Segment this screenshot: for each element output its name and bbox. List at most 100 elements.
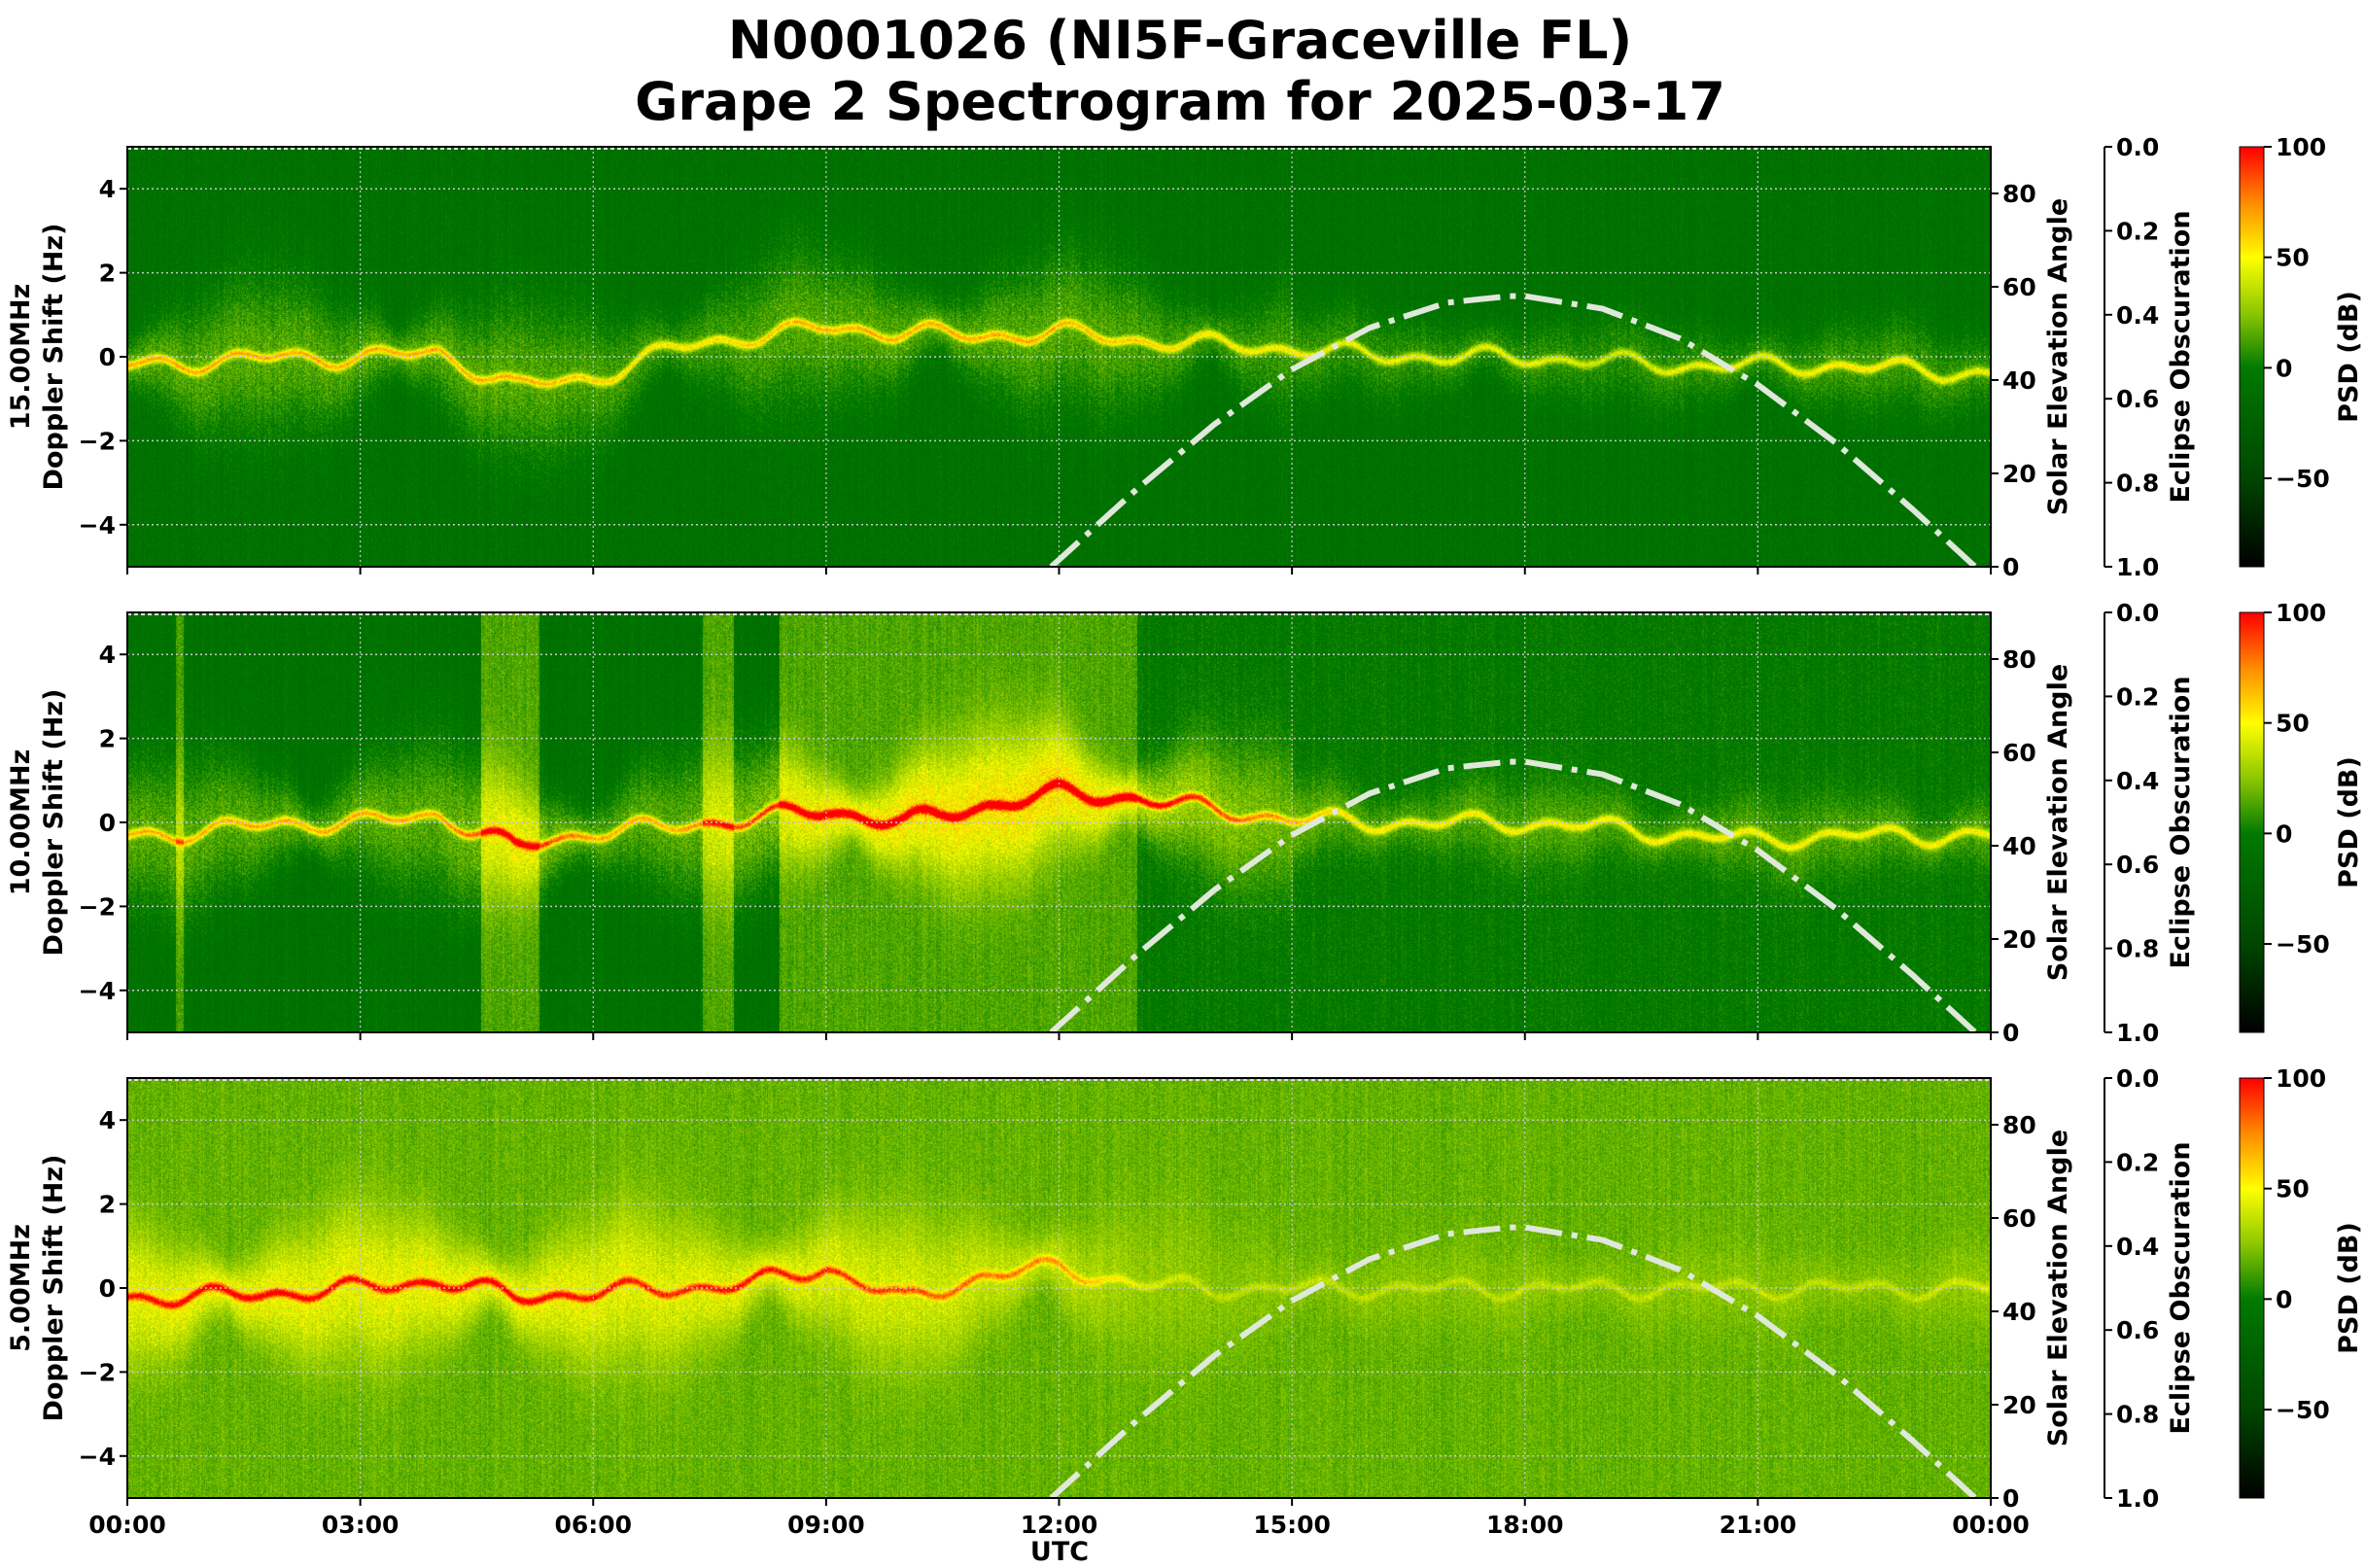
solar-tick-label: 0 xyxy=(2002,553,2019,581)
solar-tick-label: 20 xyxy=(2002,1391,2036,1419)
solar-tick-label: 0 xyxy=(2002,1019,2019,1047)
solar-elevation-curve xyxy=(1049,758,1978,1035)
obscuration-tick-label: 0.0 xyxy=(2116,599,2159,627)
solar-elevation-axis-label: Solar Elevation Angle xyxy=(2043,664,2073,981)
x-tick-label: 09:00 xyxy=(787,1511,865,1539)
colorbar-label: PSD (dB) xyxy=(2334,756,2364,889)
doppler-tick-label: −2 xyxy=(79,427,116,455)
panel-frequency-label: 15.00MHz xyxy=(6,284,36,431)
solar-tick-label: 0 xyxy=(2002,1484,2019,1513)
obscuration-tick-label: 0.0 xyxy=(2116,1064,2159,1093)
chart-title-line1: N0001026 (NI5F-Graceville FL) xyxy=(728,10,1632,71)
solar-tick-label: 60 xyxy=(2002,739,2036,767)
obscuration-tick-label: 1.0 xyxy=(2116,1019,2159,1047)
solar-tick-label: 60 xyxy=(2002,273,2036,301)
colorbar-frame xyxy=(2239,1077,2265,1499)
doppler-tick-label: −4 xyxy=(79,511,116,540)
obscuration-tick-label: 1.0 xyxy=(2116,1484,2159,1513)
obscuration-tick-label: 0.8 xyxy=(2116,1401,2159,1429)
colorbar-15mhz xyxy=(2240,147,2264,567)
solar-tick-label: 80 xyxy=(2002,180,2036,208)
colorbar-tick-label: 50 xyxy=(2276,244,2310,272)
chart-title-line2: Grape 2 Spectrogram for 2025-03-17 xyxy=(635,71,1725,132)
x-tick-label: 00:00 xyxy=(1952,1511,2030,1539)
colorbar-tick-label: −50 xyxy=(2276,465,2330,493)
colorbar-tick-label: 50 xyxy=(2276,710,2310,738)
colorbar-tick-label: 100 xyxy=(2276,599,2326,627)
obscuration-axis-label: Eclipse Obscuration xyxy=(2166,676,2196,968)
doppler-tick-label: 4 xyxy=(99,641,116,669)
colorbar-frame xyxy=(2239,611,2265,1033)
obscuration-tick-label: 0.4 xyxy=(2116,1233,2159,1261)
colorbar-tick-label: 0 xyxy=(2276,1285,2292,1313)
solar-elevation-curve xyxy=(1049,293,1978,570)
doppler-tick-label: −4 xyxy=(79,977,116,1005)
obscuration-tick-label: 0.4 xyxy=(2116,767,2159,795)
plot-frame xyxy=(126,146,1992,568)
obscuration-tick-label: 0.2 xyxy=(2116,1148,2159,1176)
obscuration-tick-label: 0.6 xyxy=(2116,385,2159,413)
doppler-axis-label: Doppler Shift (Hz) xyxy=(39,689,69,957)
obscuration-axis-label: Eclipse Obscuration xyxy=(2166,1141,2196,1434)
obscuration-tick-label: 0.2 xyxy=(2116,682,2159,711)
doppler-tick-label: −2 xyxy=(79,1358,116,1386)
doppler-axis-label: Doppler Shift (Hz) xyxy=(39,224,69,491)
colorbar-tick-label: 50 xyxy=(2276,1175,2310,1203)
x-tick-label: 03:00 xyxy=(322,1511,400,1539)
obscuration-tick-label: 1.0 xyxy=(2116,553,2159,581)
x-tick-label: 18:00 xyxy=(1486,1511,1564,1539)
doppler-tick-label: 4 xyxy=(99,1106,116,1134)
solar-tick-label: 60 xyxy=(2002,1204,2036,1233)
solar-tick-label: 40 xyxy=(2002,832,2036,860)
doppler-tick-label: 0 xyxy=(99,809,116,837)
doppler-tick-label: 2 xyxy=(99,260,116,288)
x-tick-label: 06:00 xyxy=(554,1511,632,1539)
obscuration-tick-label: 0.4 xyxy=(2116,301,2159,330)
solar-elevation-axis-label: Solar Elevation Angle xyxy=(2043,198,2073,515)
panel-frequency-label: 5.00MHz xyxy=(6,1224,36,1352)
plot-frame xyxy=(126,1077,1992,1499)
colorbar-tick-label: 0 xyxy=(2276,819,2292,848)
solar-elevation-axis-label: Solar Elevation Angle xyxy=(2043,1130,2073,1446)
doppler-tick-label: 0 xyxy=(99,343,116,371)
x-axis-label: UTC xyxy=(1030,1537,1089,1567)
x-tick-label: 15:00 xyxy=(1253,1511,1331,1539)
colorbar-tick-label: 100 xyxy=(2276,133,2326,161)
colorbar-frame xyxy=(2239,146,2265,568)
doppler-tick-label: 2 xyxy=(99,1191,116,1219)
doppler-tick-label: 0 xyxy=(99,1274,116,1303)
x-tick-label: 12:00 xyxy=(1021,1511,1098,1539)
doppler-tick-label: −4 xyxy=(79,1443,116,1471)
solar-elevation-curve xyxy=(1049,1224,1978,1501)
solar-tick-label: 20 xyxy=(2002,925,2036,954)
colorbar-10mhz xyxy=(2240,612,2264,1032)
colorbar-5mhz xyxy=(2240,1078,2264,1498)
solar-tick-label: 40 xyxy=(2002,366,2036,395)
obscuration-tick-label: 0.8 xyxy=(2116,470,2159,498)
obscuration-axis-label: Eclipse Obscuration xyxy=(2166,210,2196,503)
panel-frequency-label: 10.00MHz xyxy=(6,749,36,896)
solar-tick-label: 40 xyxy=(2002,1298,2036,1326)
x-tick-label: 00:00 xyxy=(88,1511,166,1539)
doppler-tick-label: 4 xyxy=(99,175,116,203)
colorbar-tick-label: −50 xyxy=(2276,930,2330,958)
colorbar-tick-label: 100 xyxy=(2276,1064,2326,1093)
obscuration-tick-label: 0.2 xyxy=(2116,217,2159,245)
obscuration-tick-label: 0.6 xyxy=(2116,851,2159,879)
obscuration-tick-label: 0.8 xyxy=(2116,935,2159,963)
plot-frame xyxy=(126,611,1992,1033)
doppler-axis-label: Doppler Shift (Hz) xyxy=(39,1155,69,1422)
x-tick-label: 21:00 xyxy=(1720,1511,1797,1539)
doppler-tick-label: −2 xyxy=(79,892,116,921)
obscuration-tick-label: 0.0 xyxy=(2116,133,2159,161)
solar-tick-label: 20 xyxy=(2002,460,2036,488)
solar-tick-label: 80 xyxy=(2002,1111,2036,1139)
solar-tick-label: 80 xyxy=(2002,645,2036,674)
colorbar-tick-label: −50 xyxy=(2276,1396,2330,1424)
colorbar-label: PSD (dB) xyxy=(2334,1222,2364,1354)
doppler-tick-label: 2 xyxy=(99,725,116,753)
obscuration-tick-label: 0.6 xyxy=(2116,1316,2159,1344)
colorbar-tick-label: 0 xyxy=(2276,354,2292,382)
